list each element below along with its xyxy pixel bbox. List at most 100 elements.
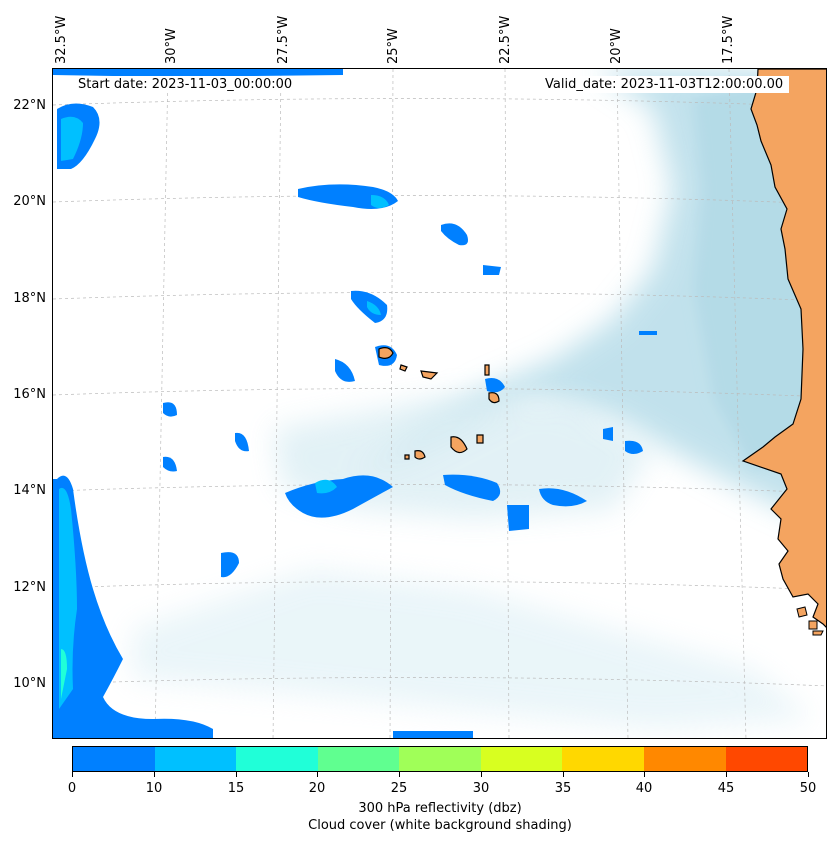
colorbar-label-line1: 300 hPa reflectivity (dbz)	[358, 801, 522, 816]
grid-lat-18n	[53, 292, 826, 302]
lon-label-25w: 25°W	[386, 28, 401, 64]
island-fogo	[414, 450, 426, 460]
refl-north-band-core	[371, 195, 389, 208]
refl-nw-core	[61, 116, 83, 161]
refl-cell-8	[235, 432, 249, 452]
start-date-label: Start date: 2023-11-03_00:00:00	[72, 76, 299, 93]
lon-label-27.5w: 27.5°W	[276, 15, 291, 64]
refl-band-east	[443, 474, 501, 501]
colorbar-tick-mark	[644, 772, 645, 777]
colorbar-tick-mark	[808, 772, 809, 777]
colorbar-tick-mark	[563, 772, 564, 777]
refl-cell-12	[639, 331, 657, 335]
colorbar-tick-mark	[399, 772, 400, 777]
colorbar-tick-label: 45	[717, 781, 735, 796]
refl-square-cell	[507, 505, 529, 531]
lon-label-30w: 30°W	[164, 28, 179, 64]
grid-lon-17.5w	[728, 69, 747, 738]
grid-lat-22n	[53, 98, 826, 108]
colorbar-tick-label: 40	[635, 781, 653, 796]
colorbar-segment-0	[73, 747, 155, 771]
island-santiago	[450, 436, 468, 454]
colorbar-tick-mark	[154, 772, 155, 777]
colorbar-segment-5	[480, 747, 563, 771]
reflectivity-cells	[53, 69, 657, 738]
colorbar-tick-mark	[317, 772, 318, 777]
colorbar-tick-mark	[481, 772, 482, 777]
refl-cell-4	[335, 359, 355, 382]
colorbar-tick-mark	[72, 772, 73, 777]
colorbar-tick-mark	[236, 772, 237, 777]
colorbar-segment-4	[399, 747, 481, 771]
lat-label-22n: 22°N	[13, 98, 46, 113]
refl-band-east-2	[539, 488, 587, 507]
island-boa-vista	[488, 392, 500, 404]
grid-lon-30w	[154, 69, 169, 738]
island-santo-antao	[378, 347, 394, 359]
colorbar-tick-label: 15	[227, 781, 245, 796]
grid-lat-12n	[53, 581, 826, 591]
colorbar-tick-label: 10	[145, 781, 163, 796]
cape-verde-islands	[378, 347, 500, 460]
refl-cell-6	[221, 552, 239, 578]
grid-lon-27.5w	[272, 69, 282, 738]
map-canvas	[53, 69, 826, 738]
west-africa-land	[741, 69, 826, 628]
lat-label-12n: 12°N	[13, 580, 46, 595]
refl-bottom-strip	[393, 731, 473, 738]
cloud-streaks-south	[133, 569, 813, 729]
colorbar-segment-7	[643, 747, 726, 771]
refl-cell-3	[483, 265, 501, 275]
colorbar-tick-label: 25	[390, 781, 408, 796]
colorbar-tick-label: 20	[308, 781, 326, 796]
grid-lat-20n	[53, 195, 826, 205]
lat-label-20n: 20°N	[13, 194, 46, 209]
colorbar-tick-mark	[726, 772, 727, 777]
grid-lon-22.5w	[504, 69, 510, 738]
island-sao-vicente	[399, 364, 408, 372]
grid-lon-20w	[616, 69, 629, 738]
colorbar-tick-label: 30	[472, 781, 490, 796]
colorbar-tick-label: 0	[67, 781, 77, 796]
refl-west-column	[53, 475, 213, 738]
map-panel[interactable]	[52, 68, 827, 739]
grid-lat-14n	[53, 484, 826, 494]
bijagos-island-1	[796, 606, 808, 618]
refl-patch-2-core	[367, 301, 381, 315]
cloud-cover-shading	[133, 69, 826, 729]
refl-west-column-high	[61, 649, 67, 699]
bijagos-islands	[796, 606, 824, 636]
refl-cell-5	[485, 378, 505, 393]
grid-lat-16n	[53, 388, 826, 398]
refl-band-central-core	[315, 479, 337, 494]
island-sao-nicolau	[420, 370, 439, 380]
refl-cell-11	[603, 427, 613, 441]
lon-label-20w: 20°W	[609, 28, 624, 64]
graticule	[53, 69, 826, 738]
lon-label-32.5w: 32.5°W	[54, 15, 69, 64]
refl-cell-9	[163, 456, 177, 472]
grid-lat-10n	[53, 677, 826, 687]
colorbar	[72, 746, 808, 772]
colorbar-label-line2: Cloud cover (white background shading)	[308, 818, 572, 833]
lat-label-10n: 10°N	[13, 676, 46, 691]
island-sal	[484, 364, 490, 376]
lat-label-18n: 18°N	[13, 291, 46, 306]
lon-label-17.5w: 17.5°W	[721, 15, 736, 64]
refl-cell-10	[625, 440, 643, 454]
valid-date-label: Valid_date: 2023-11-03T12:00:00.00	[539, 76, 790, 93]
lon-label-22.5w: 22.5°W	[498, 15, 513, 64]
colorbar-segment-8	[725, 747, 808, 771]
grid-lon-25w	[389, 69, 394, 738]
bijagos-island-2	[808, 620, 818, 630]
colorbar-segment-2	[236, 747, 318, 771]
refl-cell-7	[163, 402, 177, 417]
colorbar-segment-3	[317, 747, 400, 771]
colorbar-tick-label: 35	[554, 781, 572, 796]
colorbar-segment-6	[562, 747, 644, 771]
colorbar-tick-label: 50	[799, 781, 817, 796]
bijagos-island-3	[812, 630, 824, 636]
refl-top-strip	[53, 69, 343, 77]
lat-label-14n: 14°N	[13, 483, 46, 498]
island-maio	[476, 434, 484, 444]
